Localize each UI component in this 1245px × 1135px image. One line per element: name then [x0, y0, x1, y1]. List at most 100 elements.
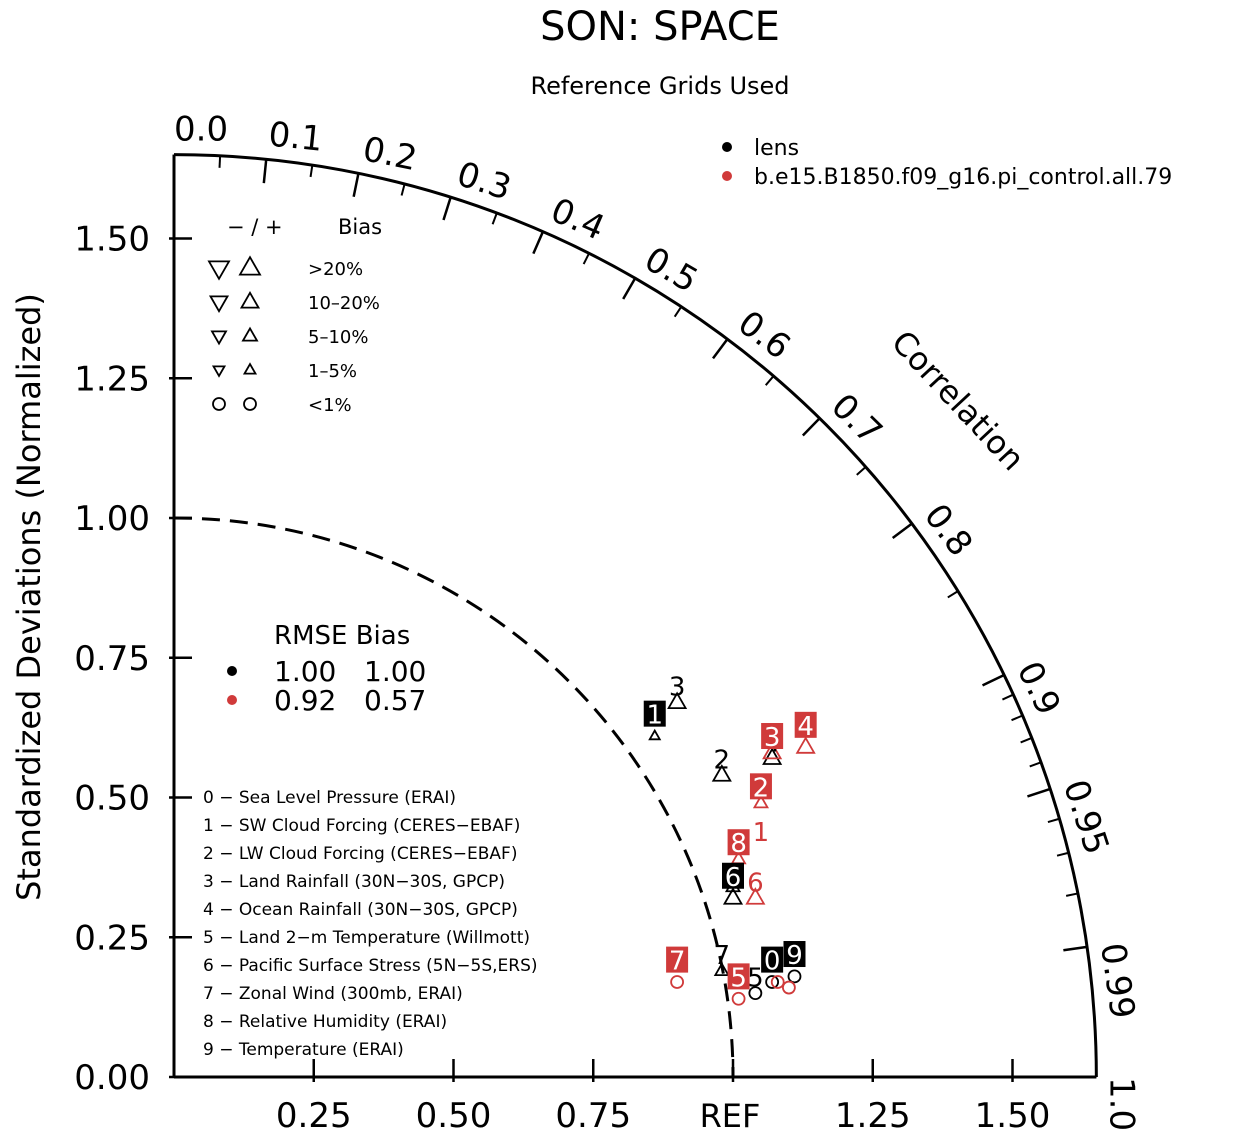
chart-title: SON: SPACE	[540, 4, 780, 50]
correlation-minor-tick	[764, 375, 775, 386]
correlation-tick-label: 0.2	[359, 129, 420, 179]
bias-legend-circle-icon	[212, 397, 226, 411]
variable-legend-item: 6 − Pacific Surface Stress (5N−5S,ERS)	[203, 956, 538, 976]
correlation-tick	[1027, 787, 1051, 798]
rmse-legend-control-bias: 0.57	[364, 684, 426, 717]
correlation-tick-label: 0.6	[730, 303, 797, 367]
data-point-label: 1	[646, 701, 663, 731]
data-point-label: 2	[714, 745, 731, 775]
correlation-tick	[801, 417, 821, 437]
data-point-label-box	[794, 711, 817, 738]
bias-legend-sign: − / +	[227, 215, 283, 239]
bias-legend-down-triangle-icon	[207, 260, 231, 281]
data-point-label: 0	[764, 947, 781, 977]
data-point-marker	[748, 986, 763, 1001]
bias-legend-up-triangle-icon	[239, 291, 261, 309]
reference-arc	[173, 516, 735, 1078]
correlation-minor-tick	[582, 252, 590, 265]
y-tick-label: 0.00	[74, 1058, 150, 1098]
data-point-label-box	[761, 723, 784, 750]
data-point-label-box	[666, 946, 689, 973]
correlation-tick	[352, 173, 360, 198]
data-point-marker	[722, 887, 744, 905]
variable-legend-item: 3 − Land Rainfall (30N−30S, GPCP)	[203, 872, 505, 892]
legend-layer	[207, 255, 262, 411]
data-point-marker	[770, 975, 785, 989]
data-point-label: 5	[730, 963, 747, 993]
bias-legend-row: 10–20%	[308, 293, 380, 314]
data-point-label: 3	[669, 673, 686, 703]
correlation-minor-tick	[1029, 761, 1042, 768]
correlation-tick-label: 1.0	[1101, 1077, 1141, 1131]
data-point-marker	[765, 975, 780, 989]
variable-legend-item: 4 − Ocean Rainfall (30N−30S, GPCP)	[203, 900, 518, 920]
correlation-tick-label: 0.5	[638, 239, 705, 301]
rmse-legend-header: RMSE Bias	[274, 621, 410, 651]
rmse-legend-lens-rmse: 1.00	[274, 655, 336, 688]
correlation-minor-tick	[309, 164, 314, 178]
data-point-label-box	[643, 700, 666, 727]
data-point-label: 4	[797, 712, 814, 742]
bias-legend-up-triangle-icon	[241, 326, 259, 342]
correlation-tick-label: 0.4	[545, 190, 611, 248]
legend-control-marker	[722, 171, 732, 181]
data-point-label: 2	[753, 773, 770, 803]
correlation-minor-tick	[1011, 714, 1023, 722]
bias-legend-row: 5–10%	[308, 327, 368, 348]
axes-layer: 0.000.250.500.751.001.251.500.25 0.50 0.75…	[74, 110, 1142, 1135]
bias-legend-up-triangle-icon	[242, 362, 258, 375]
correlation-minor-tick	[1065, 892, 1079, 897]
y-tick-label: 0.75	[74, 639, 150, 679]
correlation-tick-label: 0.8	[916, 497, 980, 564]
correlation-minor-tick	[1002, 693, 1014, 701]
legend-lens-label: lens	[754, 136, 799, 161]
data-point-marker	[713, 961, 730, 976]
bias-legend-down-triangle-icon	[208, 295, 230, 313]
correlation-minor-tick	[1056, 851, 1069, 857]
data-point-label: 7	[714, 941, 731, 971]
correlation-minor-tick	[856, 466, 867, 476]
correlation-tick	[622, 277, 637, 300]
data-point-label: 9	[786, 941, 803, 971]
variable-legend-item: 2 − LW Cloud Forcing (CERES−EBAF)	[203, 844, 517, 864]
correlation-tick	[981, 673, 1005, 687]
data-point-marker	[795, 736, 816, 754]
x-tick-label: 0.75	[555, 1096, 631, 1135]
data-point-label-box	[783, 941, 806, 968]
rmse-legend-control-marker	[227, 695, 237, 705]
data-point-label: 6	[747, 868, 764, 898]
bias-legend-circle-icon	[243, 397, 257, 411]
correlation-minor-tick	[400, 183, 406, 196]
bias-legend-row: <1%	[308, 395, 352, 416]
x-tick-label: 0.50	[416, 1096, 492, 1135]
data-point-label: 6	[725, 863, 742, 893]
chart-subtitle: Reference Grids Used	[530, 72, 789, 100]
correlation-tick-label: 0.7	[823, 386, 890, 452]
x-tick-label: 1.25	[835, 1096, 911, 1135]
data-point-marker	[731, 991, 746, 1006]
data-point-marker	[782, 980, 796, 995]
correlation-tick	[532, 231, 545, 255]
variable-legend-item: 8 − Relative Humidity (ERAI)	[203, 1012, 447, 1032]
data-point-label: 3	[764, 723, 781, 753]
data-point-label-box	[727, 963, 750, 990]
legend-lens-marker	[722, 142, 732, 152]
bias-legend-down-triangle-icon	[211, 365, 227, 378]
correlation-tick	[442, 196, 452, 221]
correlation-tick-label: 0.95	[1055, 775, 1117, 859]
correlation-tick	[262, 159, 268, 184]
correlation-tick-label: 0.1	[267, 114, 325, 159]
y-axis-label: Standardized Deviations (Normalized)	[10, 293, 48, 901]
data-point-marker	[670, 975, 684, 989]
data-point-label-box	[722, 862, 744, 889]
correlation-tick	[891, 522, 913, 539]
variable-legend-item: 7 − Zonal Wind (300mb, ERAI)	[203, 984, 463, 1004]
data-point-marker	[667, 691, 688, 709]
variable-legend-item: 1 − SW Cloud Forcing (CERES−EBAF)	[203, 816, 520, 836]
y-tick-label: 1.50	[74, 220, 150, 260]
x-tick-label: 0.25	[276, 1096, 352, 1135]
legend-control-label: b.e15.B1850.f09_g16.pi_control.all.79	[754, 165, 1172, 190]
data-point-marker	[762, 741, 783, 760]
correlation-tick	[1063, 945, 1088, 952]
variable-legend-item: 9 − Temperature (ERAI)	[203, 1040, 404, 1060]
